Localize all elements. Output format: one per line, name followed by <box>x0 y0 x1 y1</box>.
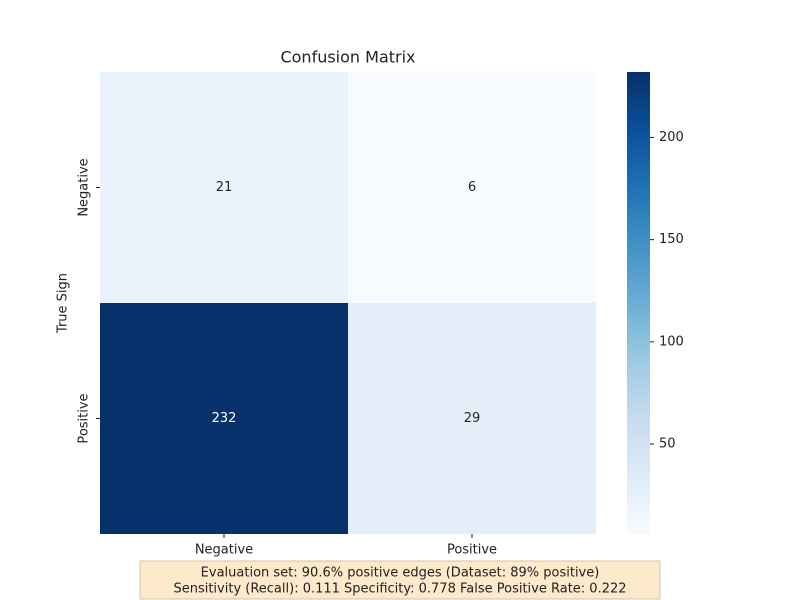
chart-title: Confusion Matrix <box>280 48 415 67</box>
annotation-box <box>139 560 661 600</box>
x-tick-label: Positive <box>447 543 497 558</box>
annotation-line: Sensitivity (Recall): 0.111 Specificity:… <box>173 582 626 597</box>
x-tick-label: Negative <box>195 543 253 558</box>
colorbar-tick-label: 200 <box>659 130 684 145</box>
heatmap-cell <box>348 72 596 303</box>
cell-label: 21 <box>216 180 233 195</box>
cell-label: 6 <box>468 180 476 195</box>
heatmap-cell <box>100 303 348 534</box>
colorbar-tick-label: 100 <box>659 334 684 349</box>
cell-label: 232 <box>212 411 237 426</box>
y-axis-label: True Sign <box>56 273 71 334</box>
colorbar-tick-label: 150 <box>659 232 684 247</box>
cell-label: 29 <box>464 411 481 426</box>
heatmap-cell <box>348 303 596 534</box>
heatmap-cell <box>100 72 348 303</box>
y-tick-label: Negative <box>77 158 92 216</box>
colorbar-tick-label: 50 <box>659 437 676 452</box>
y-tick-label: Positive <box>77 393 92 443</box>
annotation-line: Evaluation set: 90.6% positive edges (Da… <box>201 566 600 581</box>
colorbar <box>627 72 650 534</box>
